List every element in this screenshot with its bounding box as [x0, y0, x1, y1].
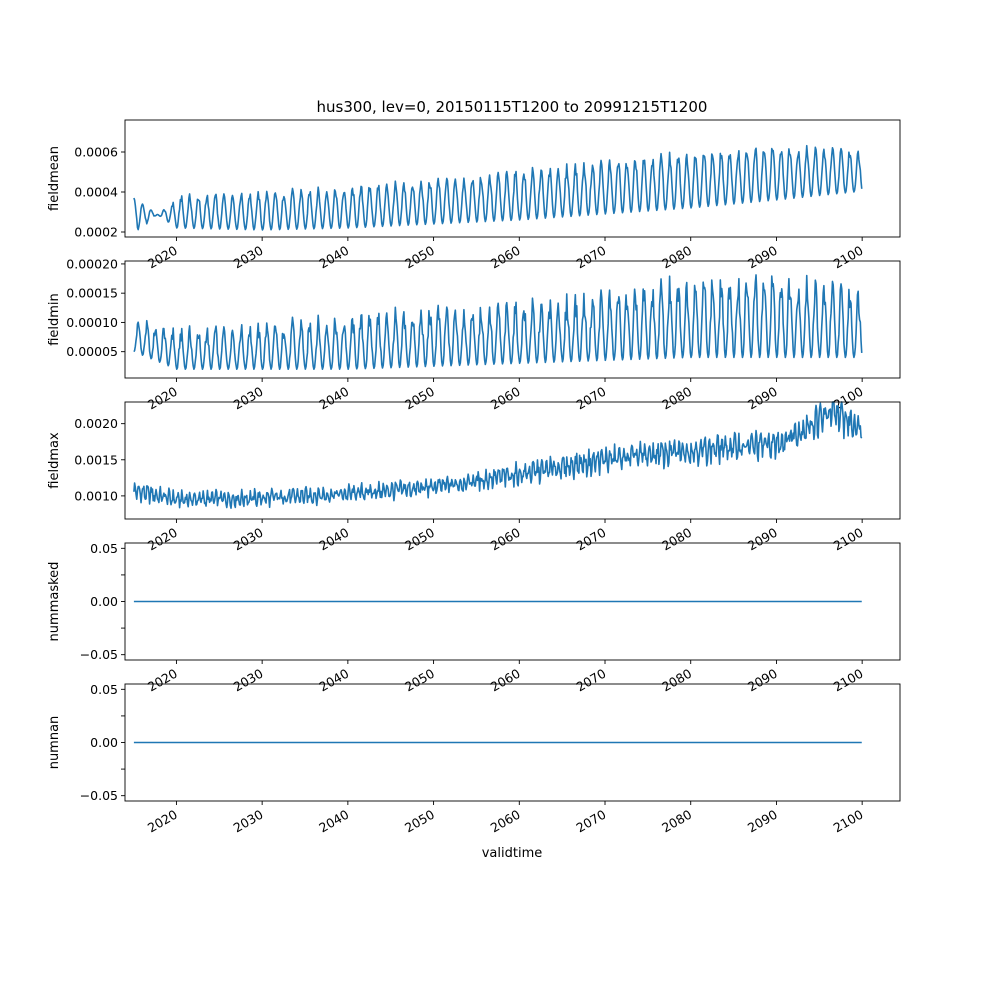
- x-tick-label: 2070: [573, 666, 608, 695]
- subplot-fieldmax: 0.0010 0.0015 0.0020 2020 2030 2040 2050 2060 20…: [47, 401, 901, 554]
- y-axis-label: fieldmin: [47, 293, 62, 346]
- x-tick-label: 2020: [145, 807, 180, 836]
- y-tick-label: −0.05: [80, 647, 118, 662]
- x-tick-label: 2050: [402, 807, 437, 836]
- x-tick-label: 2030: [231, 666, 266, 695]
- x-tick-label: 2020: [145, 525, 180, 554]
- x-tick-label: 2100: [831, 666, 866, 695]
- subplot-nummasked: −0.05 0.00 0.05 2020 2030 2040 2050 2060 2070 208…: [47, 541, 901, 695]
- y-tick-label: −0.05: [80, 788, 118, 803]
- y-tick-label: 0.00005: [66, 344, 118, 359]
- x-tick-label: 2020: [145, 384, 180, 413]
- x-tick-label: 2060: [488, 243, 523, 272]
- axes-frame: [124, 683, 901, 802]
- y-axis-label: fieldmean: [47, 146, 62, 211]
- y-tick-label: 0.0006: [74, 145, 118, 160]
- y-tick-label: 0.00: [90, 735, 118, 750]
- x-tick-label: 2050: [402, 243, 437, 272]
- x-tick-label: 2090: [745, 525, 780, 554]
- axes-frame: [124, 401, 901, 520]
- y-tick-label: 0.05: [90, 541, 118, 556]
- x-tick-label: 2060: [488, 525, 523, 554]
- y-tick-label: 0.00020: [66, 256, 118, 271]
- y-tick-label: 0.00: [90, 594, 118, 609]
- y-tick-label: 0.05: [90, 682, 118, 697]
- x-tick-label: 2020: [145, 666, 180, 695]
- y-tick-label: 0.00010: [66, 315, 118, 330]
- x-tick-label: 2070: [573, 384, 608, 413]
- y-tick-label: 0.0002: [74, 225, 118, 240]
- x-tick-label: 2040: [316, 525, 351, 554]
- x-tick-label: 2100: [831, 807, 866, 836]
- series-line-fieldmin: [133, 274, 863, 370]
- x-tick-label: 2100: [831, 243, 866, 272]
- subplot-fieldmin: 0.00005 0.00010 0.00015 0.00020 2020 2030 2040…: [47, 256, 901, 413]
- x-tick-label: 2040: [316, 807, 351, 836]
- x-tick-label: 2080: [659, 666, 694, 695]
- axes-frame: [124, 119, 901, 238]
- x-tick-label: 2040: [316, 243, 351, 272]
- x-axis-label: validtime: [482, 846, 543, 861]
- axes-frame: [124, 542, 901, 661]
- y-tick-label: 0.0010: [74, 488, 118, 503]
- x-tick-label: 2070: [573, 807, 608, 836]
- y-axis-label: fieldmax: [47, 432, 62, 489]
- x-tick-label: 2060: [488, 666, 523, 695]
- y-tick-label: 0.0015: [74, 452, 118, 467]
- x-tick-label: 2070: [573, 525, 608, 554]
- x-tick-label: 2090: [745, 243, 780, 272]
- x-tick-label: 2080: [659, 525, 694, 554]
- x-tick-label: 2030: [231, 525, 266, 554]
- x-tick-label: 2090: [745, 666, 780, 695]
- y-tick-label: 0.0004: [74, 185, 118, 200]
- x-tick-label: 2030: [231, 807, 266, 836]
- x-tick-label: 2090: [745, 807, 780, 836]
- series-line-fieldmean: [133, 144, 863, 231]
- x-tick-label: 2020: [145, 243, 180, 272]
- chart-title: hus300, lev=0, 20150115T1200 to 20991215…: [317, 98, 708, 116]
- subplot-fieldmean: 0.0002 0.0004 0.0006 2020 2030 2040 2050 2060 20…: [47, 119, 901, 272]
- axes-frame: [124, 260, 901, 379]
- x-tick-label: 2070: [573, 243, 608, 272]
- x-tick-label: 2040: [316, 666, 351, 695]
- x-tick-label: 2050: [402, 666, 437, 695]
- x-tick-label: 2080: [659, 807, 694, 836]
- x-tick-label: 2080: [659, 384, 694, 413]
- x-tick-label: 2060: [488, 384, 523, 413]
- x-tick-label: 2060: [488, 807, 523, 836]
- x-tick-label: 2030: [231, 384, 266, 413]
- x-tick-label: 2090: [745, 384, 780, 413]
- series-line-fieldmax: [133, 401, 863, 509]
- x-tick-label: 2030: [231, 243, 266, 272]
- y-tick-label: 0.0020: [74, 416, 118, 431]
- x-tick-label: 2080: [659, 243, 694, 272]
- y-axis-label: nummasked: [47, 562, 62, 642]
- x-tick-label: 2050: [402, 384, 437, 413]
- x-tick-label: 2040: [316, 384, 351, 413]
- subplot-numnan: −0.05 0.00 0.05 2020 2030 2040 2050 2060 2070 208…: [47, 682, 901, 836]
- y-axis-label: numnan: [47, 716, 62, 770]
- x-tick-label: 2100: [831, 525, 866, 554]
- y-tick-label: 0.00015: [66, 286, 118, 301]
- x-tick-label: 2050: [402, 525, 437, 554]
